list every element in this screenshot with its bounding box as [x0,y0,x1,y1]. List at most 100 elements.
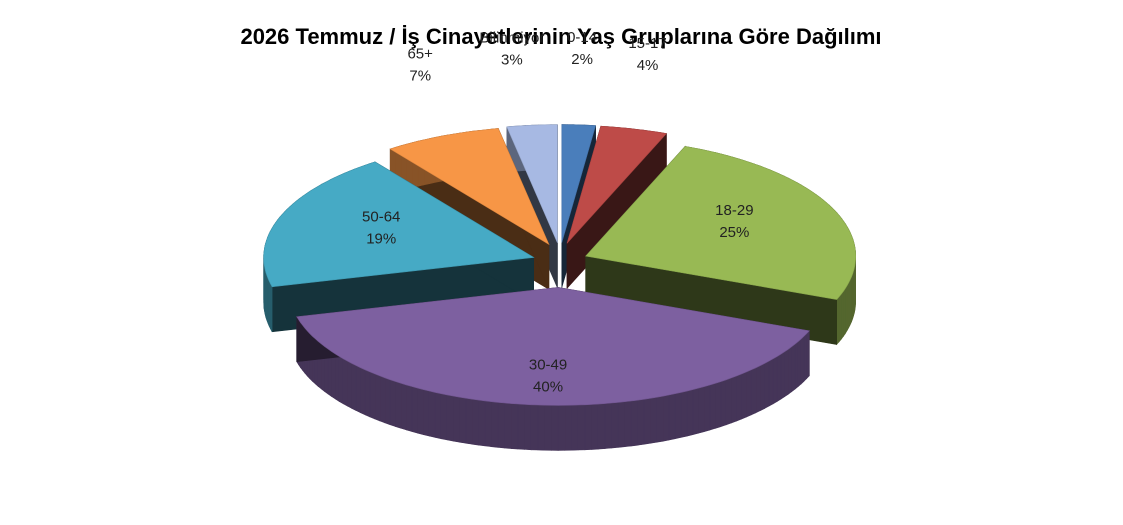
slice [389,128,550,246]
slice-side [360,367,366,416]
slice-side [784,348,789,398]
slice [566,125,667,244]
value-label: 19% [366,230,396,247]
chart-title: 2026 Temmuz / İş Cinayetlerinin Yaş Grup… [240,24,881,49]
slice-side [709,382,716,431]
value-label: 25% [719,224,749,241]
slice-side [768,358,774,407]
slice-side [764,360,770,409]
slice-side [453,395,460,443]
slice-side [384,377,391,426]
category-label: 18-29 [715,202,753,219]
slice-side [776,353,782,403]
slice-side [395,381,402,429]
slice-side [637,398,645,446]
slice-side [750,367,757,416]
slice-side [662,394,670,442]
slice-side [772,355,778,405]
slice-side [400,382,407,431]
slice-side [411,386,418,434]
slice-side [511,403,519,450]
slice-side [491,401,499,448]
slice-side [794,340,799,390]
slice-side [497,402,505,449]
slice-side [741,371,747,420]
slice-side [417,387,424,435]
slice-side [591,403,599,450]
slice-side [434,392,442,440]
slice-side [577,404,586,451]
value-label: 7% [409,68,431,85]
slice [296,287,810,406]
slice-side [720,379,727,428]
slice-side [800,335,805,385]
value-label: 2% [571,51,593,68]
slice-side [736,373,742,422]
slice-side [331,350,336,400]
slice [263,161,535,288]
slice-side [791,343,796,393]
slice-side [504,402,512,449]
slice-side [643,397,651,445]
slice-side [530,404,539,451]
slice-side [731,375,737,424]
slice-side [369,371,376,420]
slice-side [379,375,386,424]
slice-side [836,296,840,346]
slice-side [459,396,467,444]
value-label: 4% [637,57,659,74]
slice-side [624,400,632,448]
slice-side [611,402,619,449]
slice [561,124,596,243]
slice-side [668,393,676,441]
slice-side [698,386,705,434]
slice-side [364,369,371,418]
slice [506,124,558,243]
slice-side [838,293,842,343]
slice-side [351,362,357,411]
slice-side [338,355,344,405]
slice [585,146,857,300]
slice-side [674,392,682,440]
slice-side [389,379,396,427]
category-label: 30-49 [529,357,567,374]
slice-side [597,403,606,450]
slice-side [551,404,559,451]
slice-side [715,381,722,429]
slice-side [484,400,492,448]
slice-side [465,397,473,445]
slice-side [472,398,479,446]
slice-side [650,396,657,444]
slice-side [797,338,802,388]
slice-group [296,287,810,451]
slice-side [630,399,638,447]
slice-side [374,373,381,422]
category-label: 65+ [407,46,433,63]
slice-side [342,358,348,407]
slice-side [537,404,545,451]
value-label: 40% [533,379,563,396]
slice-side [347,360,352,409]
slice-side [780,351,785,400]
slice-side [571,404,579,451]
slice-side [656,395,664,443]
slice-side [544,404,552,451]
slice-side [440,393,448,441]
category-label: 0-14 [567,29,597,46]
slice-side [584,404,592,451]
slice-side [686,389,694,437]
slice-side [478,399,486,447]
category-label: 15-17 [628,35,666,52]
slice-side [760,362,765,412]
slice-side [406,384,413,432]
slice-side [428,390,436,438]
value-label: 3% [501,52,523,69]
slice-side [704,384,711,432]
slice-side [423,389,430,437]
slice-side [746,369,752,418]
slice-side [517,403,525,450]
slice-side [841,290,844,340]
slice-side [725,377,732,426]
slice-side [446,394,454,442]
